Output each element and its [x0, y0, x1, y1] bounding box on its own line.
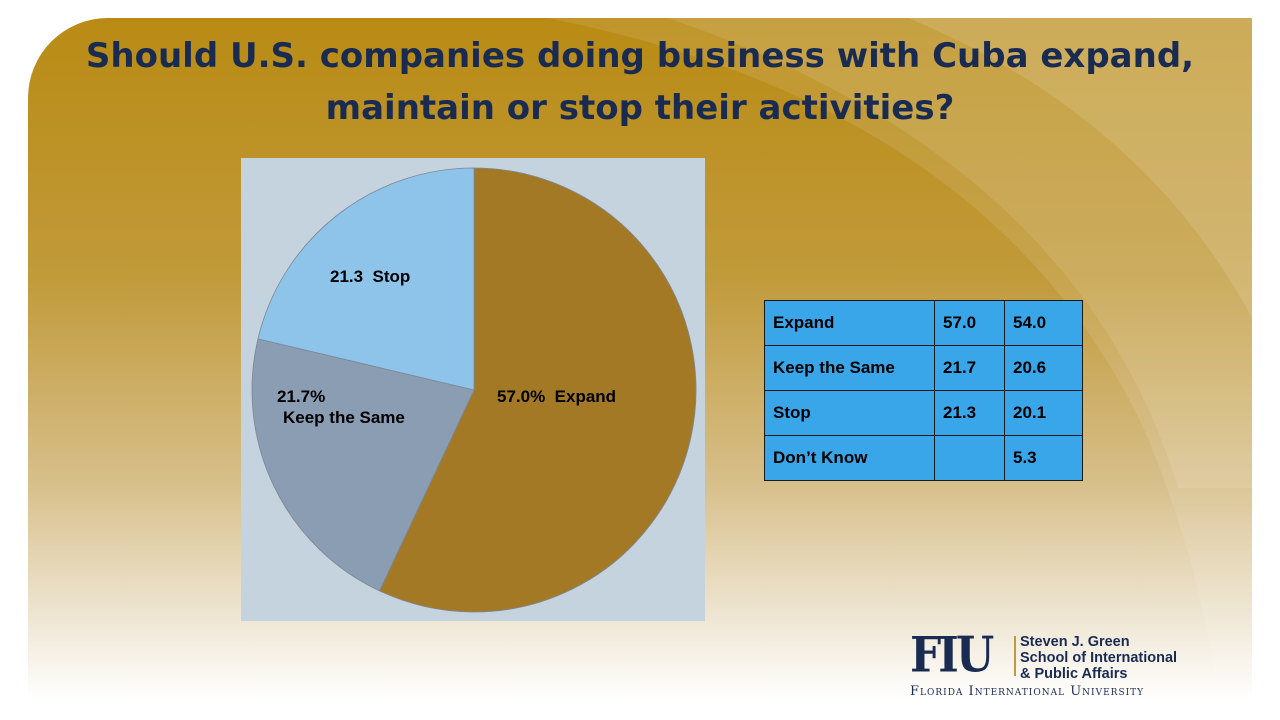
- logo-divider: [1014, 636, 1016, 676]
- results-table: Expand 57.0 54.0 Keep the Same 21.7 20.6…: [764, 300, 1083, 481]
- row-value-1: 57.0: [934, 300, 1005, 346]
- row-value-2: 54.0: [1004, 300, 1083, 346]
- row-value-1: [934, 435, 1005, 481]
- title-line-1: Should U.S. companies doing business wit…: [85, 36, 1195, 76]
- school-name: Steven J. Green School of International …: [1020, 634, 1177, 682]
- row-value-1: 21.7: [934, 345, 1005, 391]
- table-row: Expand 57.0 54.0: [764, 300, 1083, 346]
- title-line-2: maintain or stop their activities?: [325, 88, 955, 128]
- row-label: Don’t Know: [764, 435, 935, 481]
- pie-slice-expand: [378, 167, 697, 613]
- university-name: Florida International University: [910, 684, 1145, 699]
- school-line-1: Steven J. Green: [1020, 634, 1130, 650]
- pie-slice-stop: [257, 167, 475, 391]
- pie-label-stop: 21.3 Stop: [330, 266, 410, 287]
- school-line-2: School of International: [1020, 650, 1178, 666]
- pie-slice-keep-the-same: [251, 338, 475, 592]
- row-value-2: 5.3: [1004, 435, 1083, 481]
- pie-label-keep-name: Keep the Same: [283, 408, 405, 427]
- pie-label-keep-value: 21.7%: [277, 387, 326, 406]
- school-line-3: & Public Affairs: [1020, 666, 1128, 682]
- pie-label-expand: 57.0% Expand: [497, 386, 616, 407]
- row-label: Keep the Same: [764, 345, 935, 391]
- fiu-logo: FIU Steven J. Green School of Internatio…: [910, 627, 1210, 702]
- pie-chart: [251, 167, 697, 613]
- pie-label-keep: 21.7% Keep the Same: [277, 386, 405, 428]
- fiu-wordmark: FIU: [910, 627, 994, 684]
- row-value-2: 20.6: [1004, 345, 1083, 391]
- row-value-2: 20.1: [1004, 390, 1083, 436]
- pie-chart-panel: 57.0% Expand 21.7% Keep the Same 21.3 St…: [241, 158, 705, 621]
- slide-title: Should U.S. companies doing business wit…: [40, 30, 1240, 134]
- table-row: Stop 21.3 20.1: [764, 390, 1083, 436]
- row-label: Expand: [764, 300, 935, 346]
- pie-label-expand-value: 57.0%: [497, 387, 546, 406]
- row-label: Stop: [764, 390, 935, 436]
- pie-label-expand-name: Expand: [554, 387, 617, 406]
- table-row: Don’t Know 5.3: [764, 435, 1083, 481]
- pie-label-stop-value: 21.3: [330, 267, 364, 286]
- row-value-1: 21.3: [934, 390, 1005, 436]
- table-row: Keep the Same 21.7 20.6: [764, 345, 1083, 391]
- background-swoosh: [548, 18, 1252, 700]
- pie-label-stop-name: Stop: [372, 267, 411, 286]
